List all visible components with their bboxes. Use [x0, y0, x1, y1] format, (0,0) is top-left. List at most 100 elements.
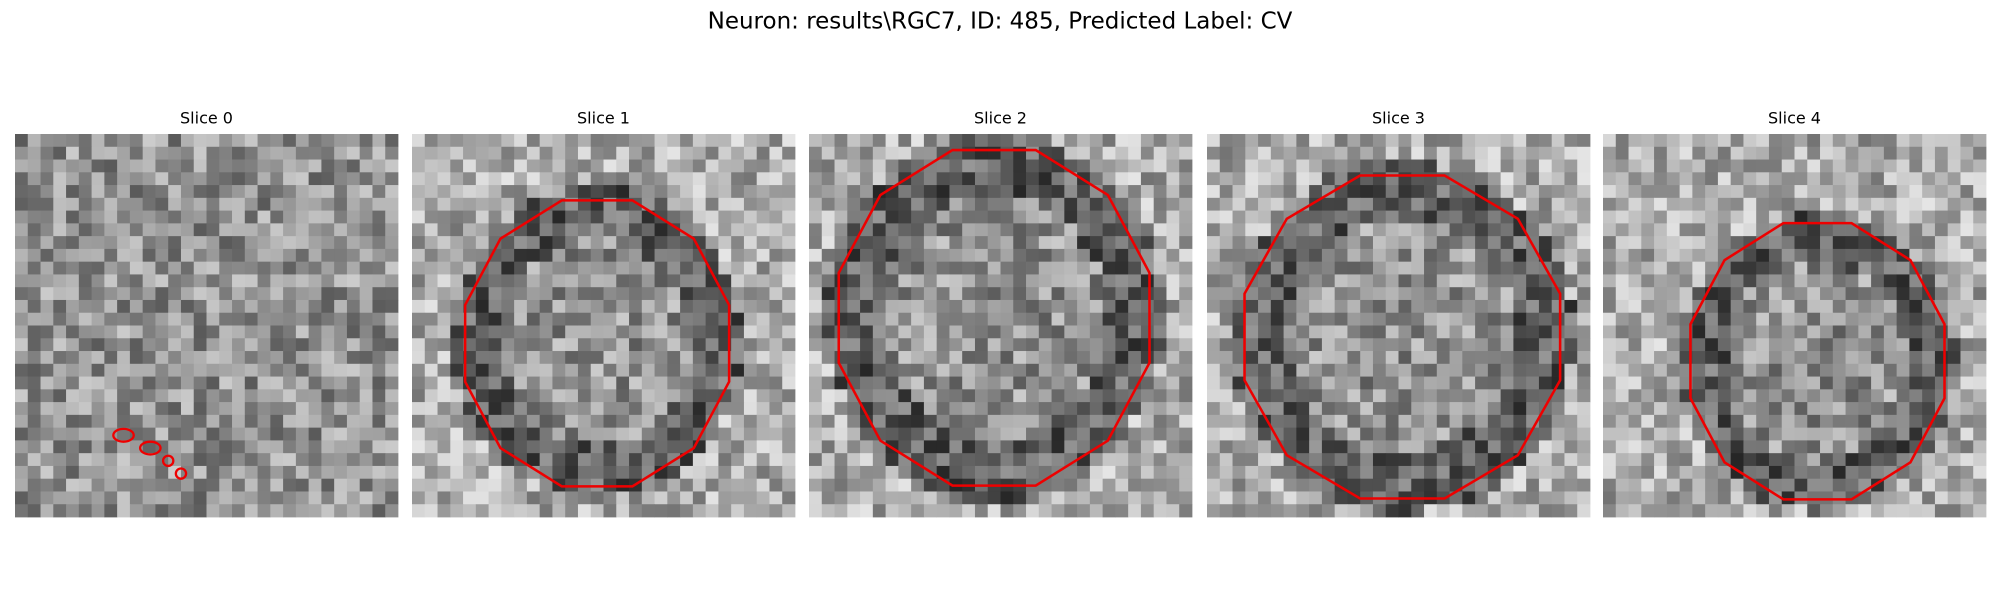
pixel [104, 325, 118, 339]
pixel [641, 338, 655, 352]
pixel [821, 491, 835, 505]
pixel [501, 210, 515, 224]
pixel [1475, 363, 1489, 377]
pixel [15, 491, 29, 505]
pixel [1258, 440, 1272, 454]
pixel [40, 210, 54, 224]
pixel [488, 172, 502, 186]
pixel [1140, 414, 1155, 429]
pixel [412, 312, 426, 326]
pixel [1717, 312, 1732, 326]
pixel [475, 287, 489, 301]
pixel [1140, 440, 1155, 454]
pixel [552, 440, 566, 454]
pixel [117, 248, 131, 263]
pixel [1245, 338, 1259, 352]
pixel [1705, 414, 1719, 429]
pixel [705, 389, 719, 403]
pixel [680, 312, 694, 326]
pixel [1960, 236, 1974, 250]
pixel [91, 376, 105, 390]
pixel [1334, 325, 1348, 339]
pixel [1372, 414, 1387, 429]
pixel [1692, 465, 1706, 480]
pixel [1934, 236, 1949, 250]
pixel [1654, 185, 1668, 199]
pixel [872, 453, 886, 467]
pixel [1743, 197, 1757, 211]
pixel [346, 159, 361, 173]
pixel [1064, 491, 1078, 505]
pixel [1385, 248, 1399, 263]
pixel [1654, 491, 1668, 505]
pixel [117, 325, 131, 339]
pixel [1232, 299, 1246, 314]
pixel [1179, 197, 1193, 211]
pixel [412, 338, 426, 352]
pixel [1756, 261, 1770, 275]
pixel [488, 338, 502, 352]
pixel [680, 159, 694, 173]
pixel [257, 159, 271, 173]
pixel [526, 197, 541, 211]
pixel [1692, 478, 1706, 492]
pixel [1283, 478, 1297, 492]
pixel [1564, 312, 1578, 326]
pixel [1385, 312, 1399, 326]
pixel [1347, 274, 1361, 288]
pixel [1538, 312, 1553, 326]
pixel [821, 453, 835, 467]
pixel [27, 261, 41, 275]
pixel [501, 172, 515, 186]
pixel [911, 504, 925, 518]
pixel [501, 325, 515, 339]
pixel [1577, 504, 1591, 518]
pixel [1487, 134, 1502, 148]
pixel [1013, 465, 1027, 480]
pixel [334, 351, 348, 365]
pixel [66, 248, 80, 263]
pixel [1334, 338, 1348, 352]
pixel [1398, 236, 1412, 250]
pixel [1283, 274, 1297, 288]
pixel [359, 236, 373, 250]
pixel [78, 414, 92, 429]
pixel [526, 172, 541, 186]
pixel [911, 478, 925, 492]
pixel [450, 402, 464, 416]
panel-title: Slice 2 [974, 109, 1027, 128]
pixel [66, 389, 80, 403]
pixel [1449, 299, 1463, 314]
pixel [629, 223, 643, 237]
pixel [412, 491, 426, 505]
pixel [1385, 376, 1399, 390]
pixel [1309, 402, 1323, 416]
pixel [1258, 363, 1272, 377]
pixel [1026, 312, 1040, 326]
pixel [1705, 248, 1719, 263]
pixel [1820, 287, 1834, 301]
pixel [206, 261, 220, 275]
pixel [1654, 338, 1668, 352]
pixel [769, 287, 783, 301]
pixel [78, 376, 92, 390]
pixel [1538, 172, 1553, 186]
pixel [27, 274, 41, 288]
pixel [1513, 261, 1527, 275]
pixel [1309, 299, 1323, 314]
pixel [731, 414, 745, 429]
pixel [1947, 478, 1961, 492]
pixel [40, 236, 54, 250]
pixel [1411, 223, 1425, 237]
pixel [834, 427, 848, 441]
pixel [1051, 325, 1065, 339]
pixel [1960, 299, 1974, 314]
pixel [295, 453, 310, 467]
pixel [168, 146, 182, 160]
pixel [1641, 312, 1655, 326]
pixel [1564, 478, 1578, 492]
pixel [346, 465, 361, 480]
pixel [1922, 427, 1936, 441]
pixel [295, 427, 310, 441]
pixel [168, 325, 182, 339]
